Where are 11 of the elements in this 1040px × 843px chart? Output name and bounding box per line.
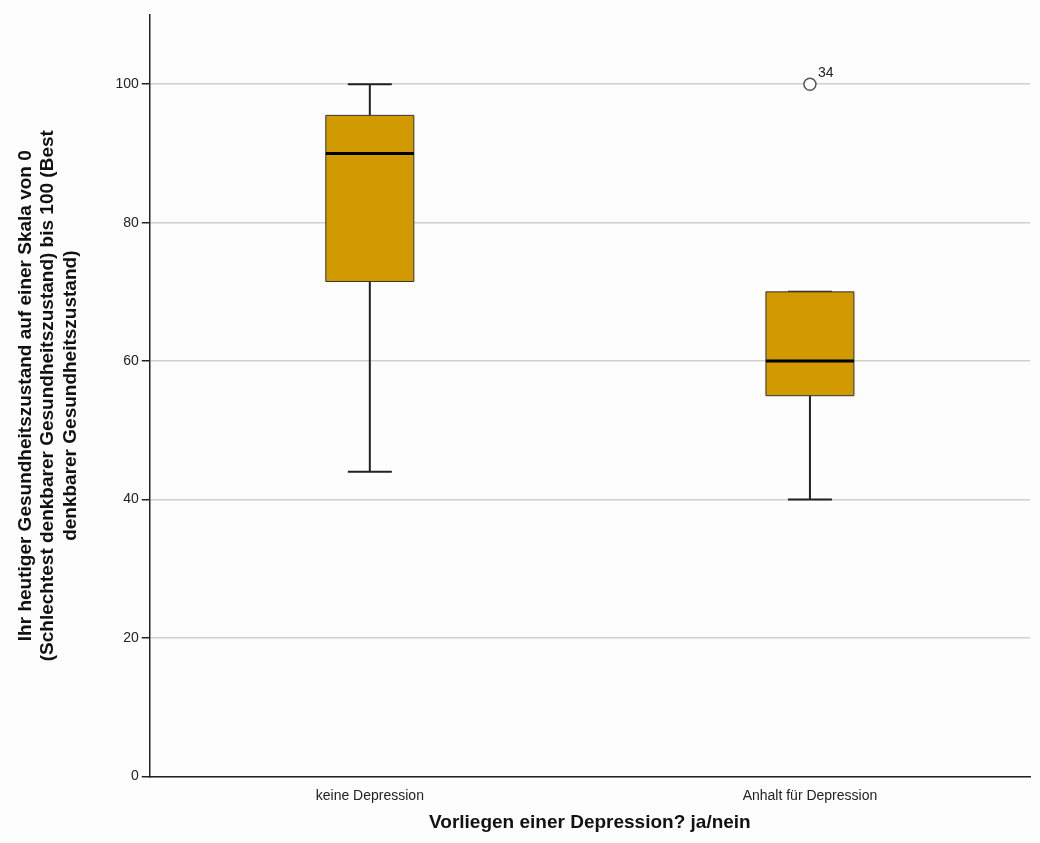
y-tick-label: 20	[123, 628, 139, 645]
y-tick-label: 60	[123, 351, 139, 368]
x-axis-title: Vorliegen einer Depression? ja/nein	[429, 810, 751, 832]
y-tick-label: 100	[115, 75, 139, 92]
y-tick-label: 40	[123, 490, 139, 507]
annotation: 34	[817, 64, 834, 81]
x-tick-label: Anhalt für Depression	[742, 786, 878, 803]
x-tick-label: keine Depression	[315, 786, 424, 803]
y-axis-title: Ihr heutiger Gesundheitszustand auf einer Skala von 0 (Schlechtest denkbarer Gesundheitszustand) bis 100 (Best denkbarer Gesundheitszustand)	[13, 129, 81, 662]
y-tick-label: 80	[123, 213, 139, 230]
y-tick-label: 0	[130, 767, 139, 784]
